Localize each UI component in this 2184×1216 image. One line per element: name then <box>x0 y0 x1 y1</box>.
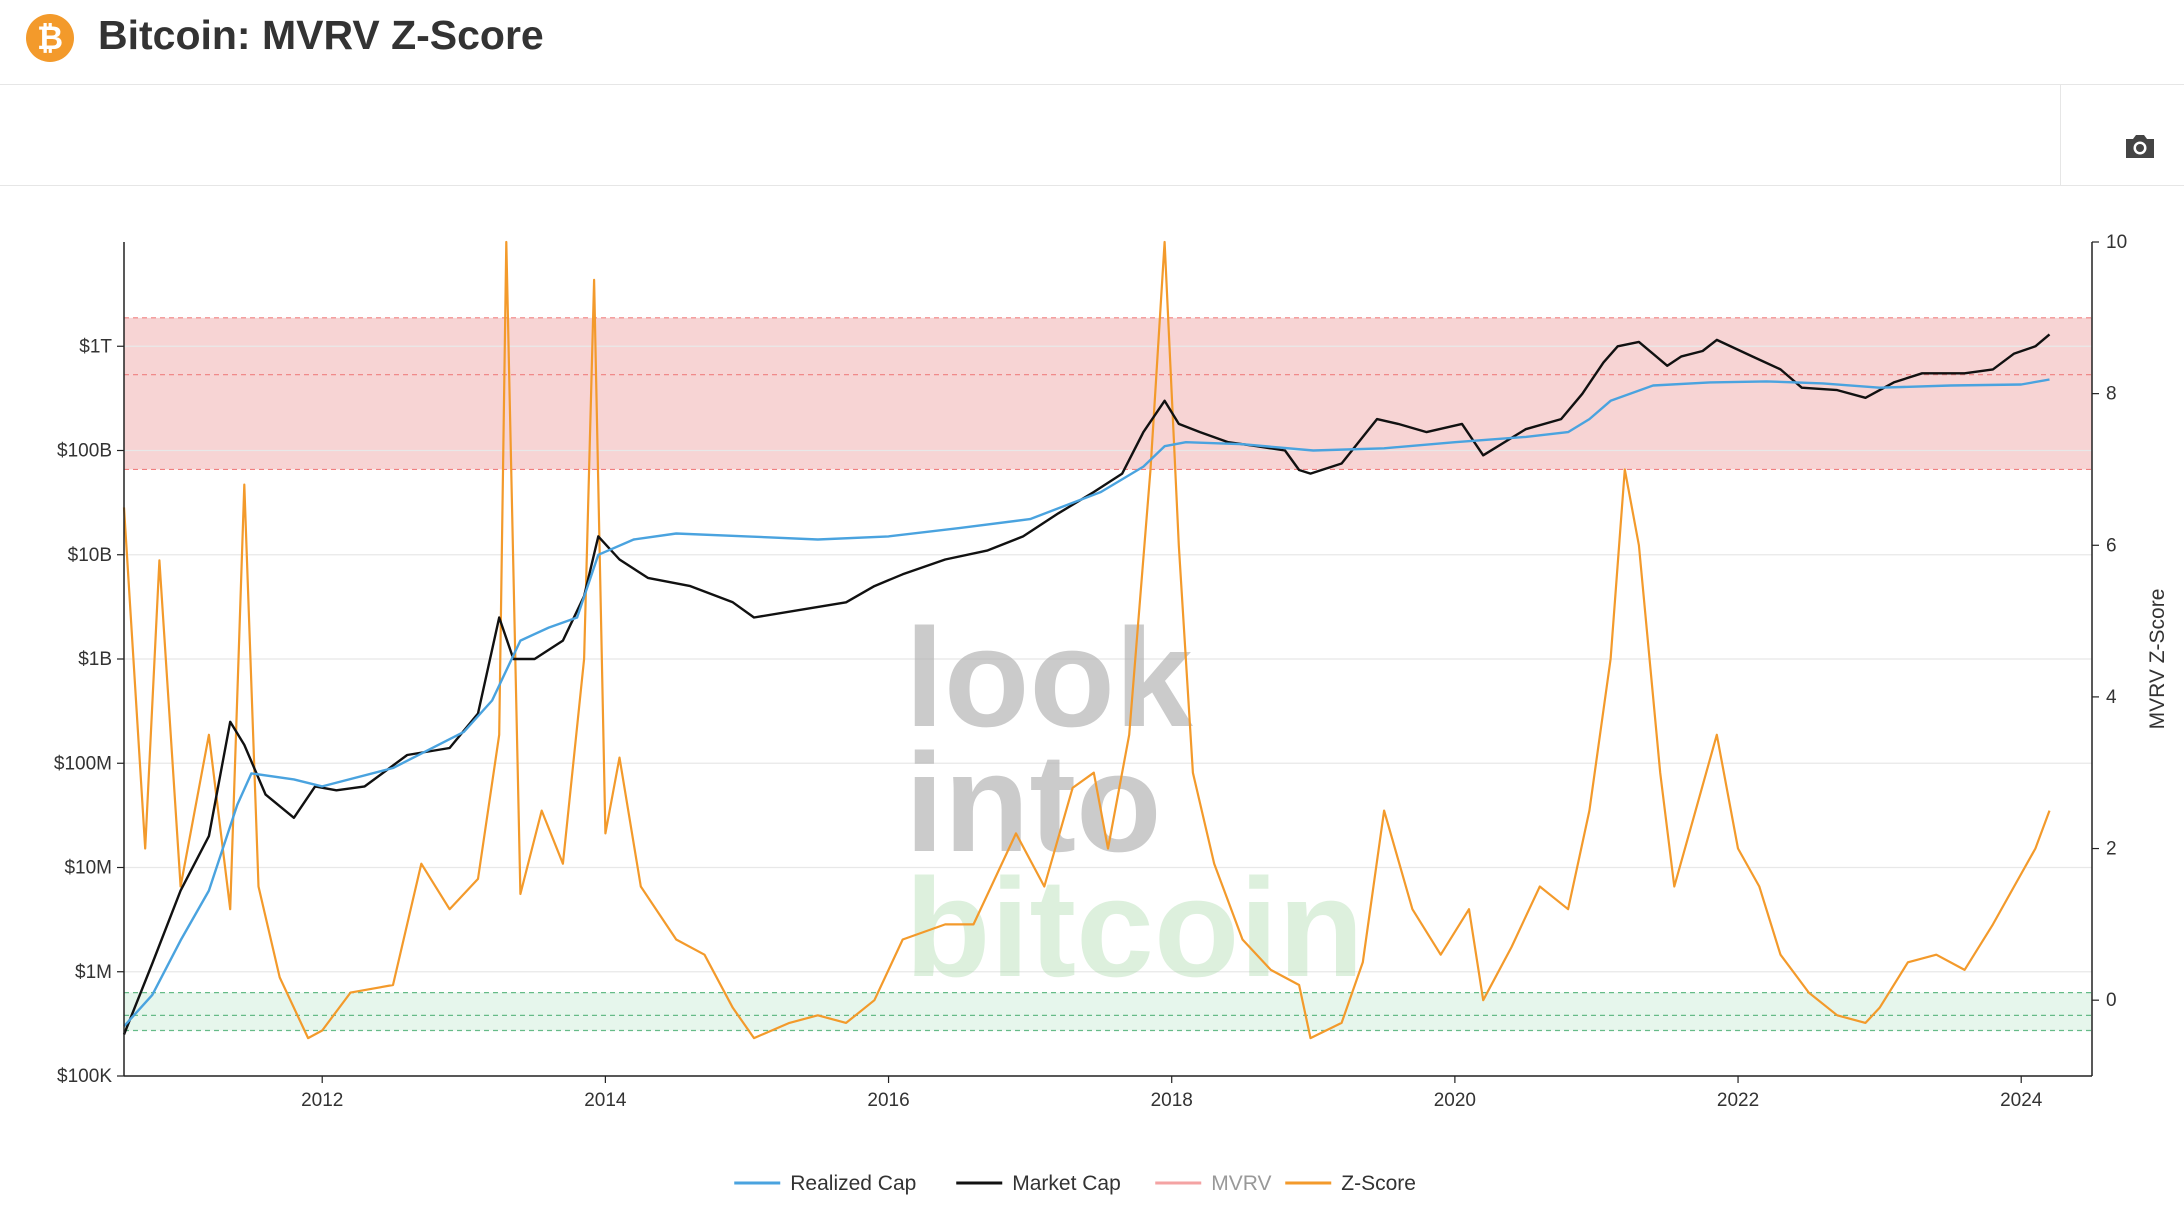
page-title: Bitcoin: MVRV Z-Score <box>98 12 544 58</box>
y-left-tick-label: $100B <box>57 441 112 462</box>
y-right-tick-label: 8 <box>2106 384 2117 405</box>
series-realized-cap <box>123 378 2050 1028</box>
x-tick-label: 2018 <box>1151 1090 1193 1111</box>
x-tick-label: 2024 <box>2000 1090 2043 1111</box>
axes: $100K $1M $10M $100M $1B $10B $100B $1T 0 2 4 6 8 10 2… <box>54 232 2169 1111</box>
x-tick-label: 2016 <box>867 1090 909 1111</box>
y-right-tick-label: 2 <box>2106 839 2117 860</box>
x-tick-label: 2014 <box>584 1090 627 1111</box>
y-left-tick-label: $100K <box>57 1066 112 1087</box>
y-left-tick-label: $1M <box>75 962 112 983</box>
y-left-tick-label: $100M <box>54 753 112 774</box>
legend-label: Realized Cap <box>790 1172 916 1195</box>
toolbar-divider <box>2060 85 2061 185</box>
series-z-score <box>122 240 2051 1040</box>
y-left-tick-label: $1T <box>79 336 112 357</box>
y-left-tick-label: $1B <box>78 649 112 670</box>
y-right-axis-label: MVRV Z-Score <box>2146 589 2169 730</box>
x-tick-label: 2020 <box>1434 1090 1476 1111</box>
series-lines <box>122 240 2051 1040</box>
zone-bands <box>124 317 2092 1032</box>
y-left-tick-label: $10B <box>68 545 112 566</box>
y-left-tick-label: $10M <box>64 858 112 879</box>
bitcoin-logo-icon: ₿ <box>26 14 74 62</box>
x-tick-label: 2012 <box>301 1090 343 1111</box>
header: ₿ Bitcoin: MVRV Z-Score <box>0 0 2184 85</box>
legend-label: Z-Score <box>1341 1172 1416 1195</box>
camera-icon[interactable] <box>2122 128 2158 164</box>
band-green <box>124 992 2092 1031</box>
y-right-tick-label: 4 <box>2106 687 2117 708</box>
chart-toolbar <box>0 85 2184 186</box>
mvrv-chart: look into bitcoin $100K$1M$10M$100M$1B$1… <box>54 232 2169 1195</box>
y-right-tick-label: 0 <box>2106 990 2117 1011</box>
watermark-look: look <box>905 599 1193 756</box>
legend-label: Market Cap <box>1012 1172 1121 1195</box>
band-red <box>124 317 2092 470</box>
y-right-tick-label: 6 <box>2106 535 2117 556</box>
x-tick-label: 2022 <box>1717 1090 1759 1111</box>
watermark-into: into <box>905 724 1162 881</box>
y-right-tick-label: 10 <box>2106 232 2127 253</box>
series-market-cap <box>122 333 2051 1035</box>
legend-label: MVRV <box>1211 1172 1271 1195</box>
legend: Realized Cap Market Cap MVRV Z-Score <box>734 1172 1416 1195</box>
